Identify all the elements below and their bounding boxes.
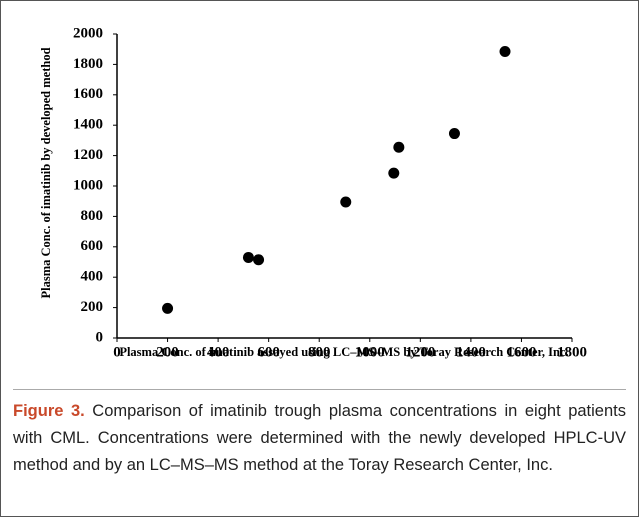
x-axis-label: Plasma Conc. of imatinib assayed using L… (119, 345, 568, 359)
data-point (162, 302, 174, 314)
y-tick-label: 0 (96, 329, 104, 345)
data-point (253, 254, 265, 266)
x-tick-label: 600 (257, 344, 280, 360)
data-point (393, 141, 405, 153)
y-tick-label: 1400 (73, 117, 103, 133)
x-tick-label: 0 (113, 344, 121, 360)
y-tick-label: 800 (81, 208, 104, 224)
y-tick-label: 1600 (73, 86, 103, 102)
y-tick-label: 1800 (73, 56, 103, 72)
x-tick-label: 1800 (557, 344, 587, 360)
y-tick-label: 1000 (73, 177, 103, 193)
data-point (448, 128, 460, 140)
caption-label: Figure 3. (13, 402, 85, 420)
y-tick-label: 1200 (73, 147, 103, 163)
y-tick-label: 600 (81, 238, 104, 254)
data-point (388, 167, 400, 179)
data-point (340, 196, 352, 208)
x-tick-label: 1200 (405, 344, 435, 360)
y-tick-label: 400 (81, 269, 104, 285)
x-tick-label: 800 (308, 344, 331, 360)
x-tick-label: 1600 (506, 344, 536, 360)
chart: Plasma Conc. of imatinib assayed using L… (39, 25, 587, 360)
caption: Figure 3. Comparison of imatinib trough … (13, 389, 626, 479)
y-axis-label: Plasma Conc. of imatinib by developed me… (39, 47, 53, 298)
x-tick-label: 200 (156, 344, 179, 360)
data-point (499, 45, 511, 57)
x-tick-label: 400 (207, 344, 230, 360)
data-point (242, 251, 254, 263)
y-tick-label: 2000 (73, 25, 103, 41)
y-tick-label: 200 (81, 299, 104, 315)
caption-text: Comparison of imatinib trough plasma con… (13, 402, 626, 474)
x-tick-label: 1400 (456, 344, 486, 360)
x-tick-label: 1000 (355, 344, 385, 360)
